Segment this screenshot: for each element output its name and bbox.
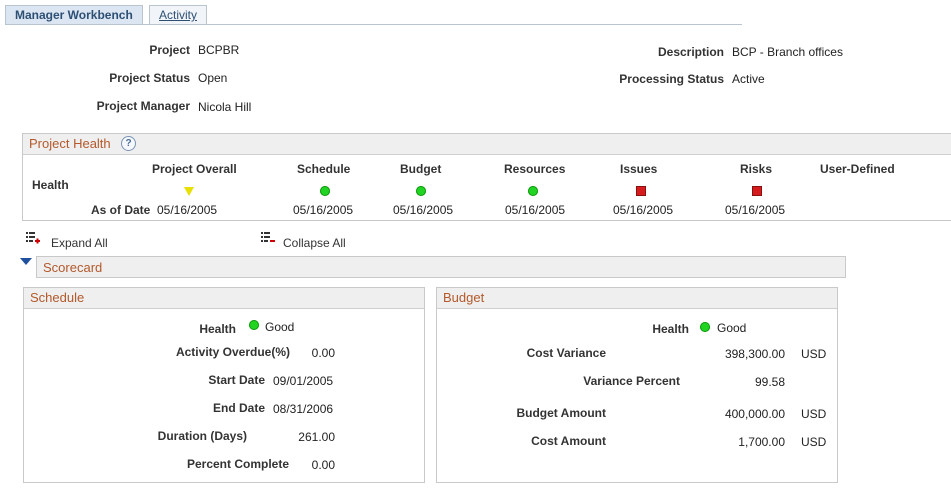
start-date-value: 09/01/2005 (273, 374, 334, 388)
budget-amount-value: 400,000.00 (724, 407, 785, 421)
cost-variance-currency: USD (801, 347, 827, 361)
percent-complete-value: 0.00 (311, 458, 335, 472)
collapse-all-icon[interactable] (260, 231, 276, 245)
project-health-title: Project Health (29, 136, 111, 151)
date-project-overall: 05/16/2005 (157, 203, 218, 217)
as-of-date-row-label: As of Date (91, 203, 151, 217)
activity-overdue-label: Activity Overdue(%) (175, 345, 290, 359)
scorecard-title: Scorecard (43, 260, 103, 275)
help-icon[interactable]: ? (121, 136, 136, 151)
bad-status-icon (752, 186, 762, 196)
processing-status-value: Active (732, 72, 765, 86)
schedule-health-value: Good (265, 320, 295, 334)
scorecard-section-header[interactable]: Scorecard (36, 256, 846, 278)
date-budget: 05/16/2005 (393, 203, 454, 217)
cost-amount-value: 1,700.00 (738, 435, 785, 449)
description-label: Description (657, 45, 724, 59)
schedule-health-label: Health (199, 322, 236, 336)
project-health-panel: Project Health ? (22, 133, 951, 221)
budget-amount-label: Budget Amount (516, 406, 606, 420)
col-user-defined: User-Defined (820, 162, 895, 176)
col-issues: Issues (620, 162, 658, 176)
good-status-icon (249, 320, 259, 330)
date-schedule: 05/16/2005 (293, 203, 354, 217)
cost-variance-label: Cost Variance (526, 346, 606, 360)
col-budget: Budget (400, 162, 442, 176)
date-issues: 05/16/2005 (613, 203, 674, 217)
budget-panel: Budget (436, 287, 838, 483)
activity-overdue-value: 0.00 (311, 346, 335, 360)
project-label: Project (149, 43, 190, 57)
duration-label: Duration (Days) (157, 429, 247, 443)
tab-manager-workbench[interactable]: Manager Workbench (5, 5, 143, 25)
budget-panel-title: Budget (443, 290, 485, 305)
date-resources: 05/16/2005 (505, 203, 566, 217)
warning-triangle-icon (184, 187, 194, 196)
variance-percent-label: Variance Percent (583, 374, 680, 388)
budget-amount-currency: USD (801, 407, 827, 421)
budget-panel-header: Budget (437, 288, 837, 309)
collapse-triangle-icon[interactable] (20, 258, 32, 266)
good-status-icon (700, 322, 710, 332)
cost-amount-currency: USD (801, 435, 827, 449)
processing-status-label: Processing Status (619, 72, 724, 86)
budget-health-value: Good (717, 321, 747, 335)
col-resources: Resources (504, 162, 566, 176)
cost-variance-value: 398,300.00 (724, 347, 785, 361)
project-manager-value: Nicola Hill (198, 100, 252, 114)
health-row-label: Health (32, 178, 69, 192)
percent-complete-label: Percent Complete (186, 457, 289, 471)
project-status-value: Open (198, 71, 228, 85)
good-status-icon (320, 186, 330, 196)
project-status-label: Project Status (109, 71, 190, 85)
project-health-header: Project Health ? (23, 134, 951, 155)
project-value: BCPBR (198, 43, 240, 57)
budget-health-label: Health (652, 322, 689, 336)
end-date-label: End Date (212, 401, 265, 415)
description-value: BCP - Branch offices (732, 45, 843, 59)
expand-all-link[interactable]: Expand All (51, 236, 108, 250)
end-date-value: 08/31/2006 (273, 402, 334, 416)
collapse-all-link[interactable]: Collapse All (283, 236, 346, 250)
col-risks: Risks (740, 162, 773, 176)
bad-status-icon (636, 186, 646, 196)
project-manager-label: Project Manager (96, 99, 190, 113)
tab-activity[interactable]: Activity (149, 5, 208, 25)
col-project-overall: Project Overall (152, 162, 237, 176)
start-date-label: Start Date (208, 373, 265, 387)
cost-amount-label: Cost Amount (531, 434, 606, 448)
col-schedule: Schedule (297, 162, 351, 176)
expand-all-icon[interactable] (25, 231, 41, 245)
date-risks: 05/16/2005 (725, 203, 786, 217)
duration-value: 261.00 (298, 430, 335, 444)
schedule-panel-title: Schedule (30, 290, 85, 305)
tab-divider (5, 24, 742, 25)
variance-percent-value: 99.58 (754, 375, 785, 389)
schedule-panel-header: Schedule (24, 288, 424, 309)
schedule-panel: Schedule (23, 287, 425, 483)
good-status-icon (416, 186, 426, 196)
good-status-icon (528, 186, 538, 196)
